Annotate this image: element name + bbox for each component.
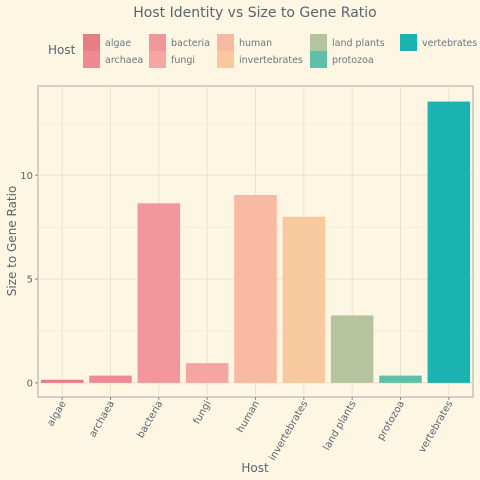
legend-label: fungi — [171, 55, 195, 66]
x-tick-label: invertebrates — [267, 399, 310, 463]
legend: Host algae archaea bacteria fungi human inver… — [48, 34, 477, 68]
x-axis-title: Host — [241, 461, 269, 475]
bar-archaea — [89, 375, 132, 383]
bar-human — [234, 194, 277, 383]
legend-label: invertebrates — [239, 55, 303, 66]
bar-vertebrates — [427, 101, 471, 383]
legend-label: archaea — [105, 55, 143, 66]
legend-swatch — [217, 51, 234, 68]
y-tick-label: 10 — [20, 171, 33, 182]
chart-title: Host Identity vs Size to Gene Ratio — [133, 5, 377, 21]
x-tick-label: archaea — [87, 399, 117, 439]
bar-protozoa — [379, 375, 422, 383]
x-tick-label: algae — [45, 399, 68, 428]
legend-swatch — [83, 51, 100, 68]
legend-label: human — [239, 38, 272, 49]
legend-title: Host — [48, 43, 76, 57]
x-tick-label: protozoa — [376, 399, 407, 443]
y-tick-label: 0 — [27, 378, 33, 389]
bar-bacteria — [137, 203, 181, 383]
x-tick-label: fungi — [192, 399, 214, 426]
x-tick-label: land plants — [321, 399, 358, 453]
legend-label: land plants — [332, 38, 385, 49]
legend-label: bacteria — [171, 38, 210, 49]
bar-land-plants — [330, 315, 374, 383]
legend-label: algae — [105, 38, 131, 49]
x-tick-label: vertebrates — [417, 399, 456, 455]
bars — [40, 101, 471, 383]
legend-swatch — [83, 34, 100, 51]
y-axis: 0 5 10 — [20, 171, 38, 389]
bar-fungi — [185, 363, 229, 383]
x-tick-label: human — [235, 399, 262, 435]
y-axis-title: Size to Gene Ratio — [5, 186, 19, 297]
x-tick-label: bacteria — [135, 399, 165, 440]
bar-algae — [40, 379, 84, 383]
bar-invertebrates — [282, 216, 326, 383]
legend-swatch — [310, 34, 327, 51]
legend-label: protozoa — [332, 55, 374, 66]
legend-label: vertebrates — [422, 38, 477, 49]
legend-swatch — [400, 34, 417, 51]
x-axis: algae archaea bacteria fungi human invertebra… — [45, 397, 455, 463]
legend-swatch — [217, 34, 234, 51]
y-tick-label: 5 — [27, 275, 33, 286]
legend-swatch — [149, 34, 166, 51]
legend-swatch — [310, 51, 327, 68]
legend-swatch — [149, 51, 166, 68]
